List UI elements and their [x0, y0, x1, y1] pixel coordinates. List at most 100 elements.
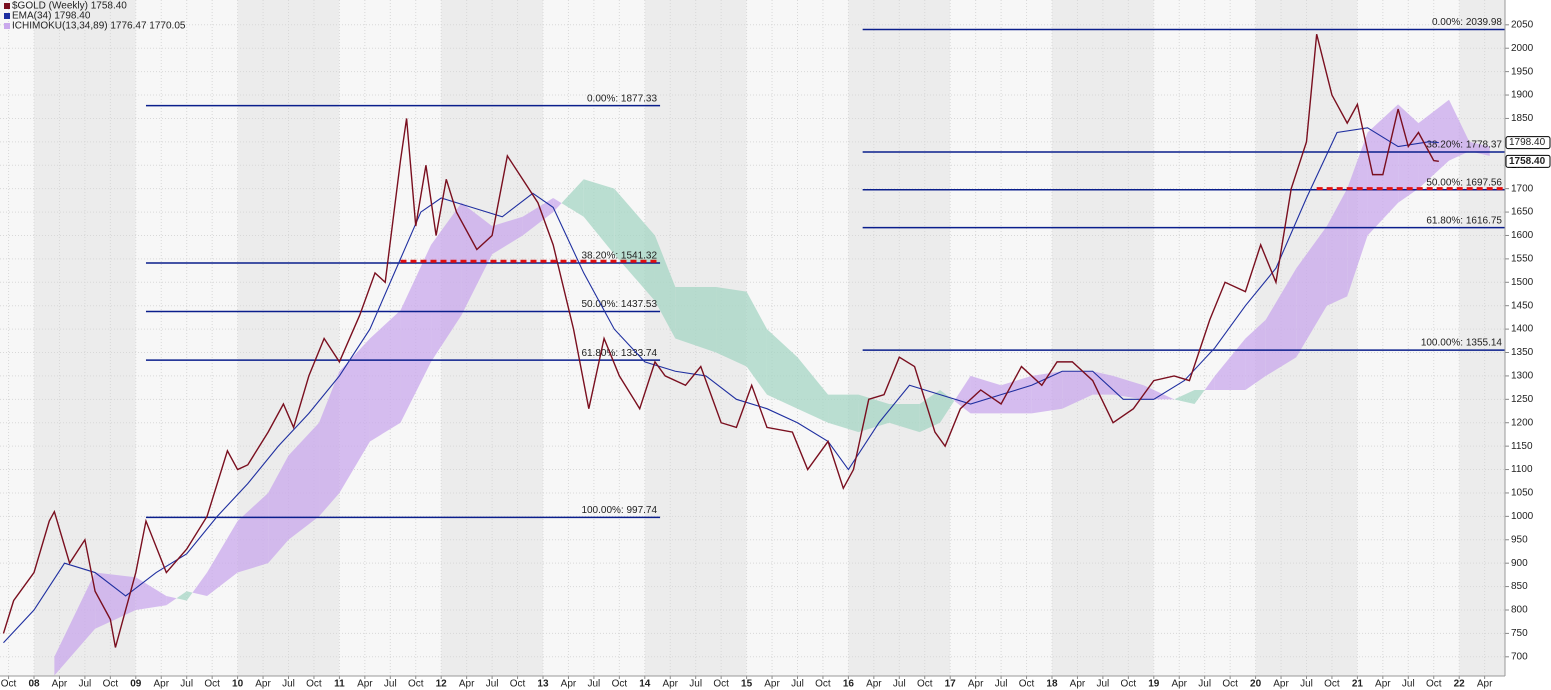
y-tick-label: 1550 [1511, 254, 1534, 265]
cloud-segment [583, 179, 615, 255]
cloud-segment [561, 179, 584, 217]
x-tick-label: 08 [28, 679, 40, 690]
cloud-segment [797, 357, 829, 423]
cloud-segment [1113, 375, 1144, 400]
x-tick-label: Oct [204, 679, 220, 690]
cloud-segment [1418, 99, 1450, 189]
x-tick-label: 12 [436, 679, 448, 690]
cloud-segment [54, 572, 96, 676]
cloud-segment [654, 235, 676, 339]
cloud-segment [828, 394, 859, 433]
x-tick-label: Apr [1477, 679, 1493, 690]
cloud-segment [889, 404, 920, 433]
cloud-segment [288, 422, 320, 540]
y-tick-label: 1700 [1511, 183, 1534, 194]
y-tick-label: 800 [1511, 605, 1528, 616]
cloud-segment [1265, 268, 1297, 376]
legend-swatch [4, 3, 10, 9]
legend-label: ICHIMOKU(13,34,89) 1776.47 1770.05 [12, 21, 186, 32]
legend-swatch [4, 13, 10, 19]
fib-label: 50.00%: 1437.53 [581, 299, 657, 310]
cloud-segment [1245, 319, 1266, 390]
y-tick-label: 1900 [1511, 90, 1534, 101]
x-tick-label: Apr [1171, 679, 1187, 690]
x-tick-label: 11 [334, 679, 345, 690]
y-tick-label: 1300 [1511, 371, 1534, 382]
cloud-segment [553, 198, 562, 213]
year-band [848, 0, 951, 676]
x-tick-label: Apr [561, 679, 577, 690]
x-tick-label: Oct [917, 679, 933, 690]
price-tag [1505, 136, 1551, 150]
y-tick-label: 1200 [1511, 417, 1534, 428]
year-band [34, 0, 136, 676]
cloud-segment [186, 591, 193, 601]
fib-label: 100.00%: 1355.14 [1421, 338, 1503, 349]
x-tick-label: Oct [612, 679, 628, 690]
cloud-segment [970, 375, 1002, 414]
fib-label: 0.00%: 2039.98 [1432, 17, 1502, 28]
cloud-segment [176, 591, 187, 601]
cloud-segment [522, 198, 554, 236]
cloud-segment [675, 286, 717, 353]
cloud-segment [1143, 385, 1175, 400]
cloud-segment [1174, 389, 1195, 405]
x-tick-label: Apr [459, 679, 475, 690]
x-tick-label: Apr [662, 679, 678, 690]
legend-label: EMA(34) 1798.40 [12, 11, 91, 22]
y-tick-label: 1500 [1511, 277, 1534, 288]
x-tick-label: Jul [1300, 679, 1313, 690]
y-tick-label: 1050 [1511, 488, 1534, 499]
cloud-segment [1449, 99, 1470, 161]
cloud-segment [746, 291, 767, 395]
y-tick-label: 1950 [1511, 66, 1534, 77]
x-tick-label: 18 [1046, 679, 1058, 690]
y-tick-label: 700 [1511, 651, 1528, 662]
x-tick-label: 13 [537, 679, 549, 690]
y-tick-label: 1100 [1511, 464, 1533, 475]
x-tick-label: Oct [510, 679, 526, 690]
x-tick-label: Oct [713, 679, 729, 690]
y-tick-label: 850 [1511, 581, 1528, 592]
fib-label: 50.00%: 1697.56 [1426, 177, 1502, 188]
x-tick-label: Jul [689, 679, 702, 690]
cloud-segment [1367, 104, 1399, 236]
cloud-segment [1204, 375, 1215, 390]
y-tick-label: 1850 [1511, 113, 1534, 124]
cloud-segment [1326, 188, 1348, 306]
plot-area: 0.00%: 1877.33 38.20%: 1541.32 50.00%: 143… [0, 0, 1505, 676]
x-tick-label: Jul [180, 679, 193, 690]
cloud-segment [95, 572, 136, 629]
x-tick-label: 20 [1250, 679, 1262, 690]
x-tick-label: Apr [153, 679, 169, 690]
price-tag-label: 1798.40 [1509, 137, 1546, 148]
y-tick-label: 1150 [1511, 441, 1533, 452]
x-tick-label: Oct [1121, 679, 1137, 690]
x-tick-label: Jul [893, 679, 906, 690]
cloud-segment [1062, 371, 1093, 409]
year-band [1051, 0, 1154, 676]
year-band [0, 0, 35, 676]
x-tick-label: Apr [357, 679, 373, 690]
x-tick-label: Oct [1, 679, 17, 690]
cloud-segment [207, 521, 238, 596]
x-tick-label: Oct [1426, 679, 1442, 690]
x-tick-label: Oct [1019, 679, 1035, 690]
x-tick-label: Apr [1070, 679, 1086, 690]
ema-line [3, 127, 1439, 644]
x-tick-label: Oct [408, 679, 424, 690]
x-tick-label: Jul [1096, 679, 1109, 690]
x-tick-label: Oct [306, 679, 322, 690]
cloud-segment [319, 371, 340, 517]
y-tick-label: 1350 [1511, 347, 1534, 358]
cloud-segment [1092, 371, 1114, 395]
cloud-segment [716, 286, 747, 367]
x-tick-label: Jul [282, 679, 295, 690]
fib-label: 100.00%: 997.74 [581, 505, 657, 516]
x-tick-label: 10 [232, 679, 244, 690]
x-tick-label: 19 [1148, 679, 1160, 690]
cloud-segment [166, 595, 177, 606]
fib-label: 38.20%: 1778.37 [1426, 140, 1502, 151]
cloud-segment [339, 338, 370, 493]
